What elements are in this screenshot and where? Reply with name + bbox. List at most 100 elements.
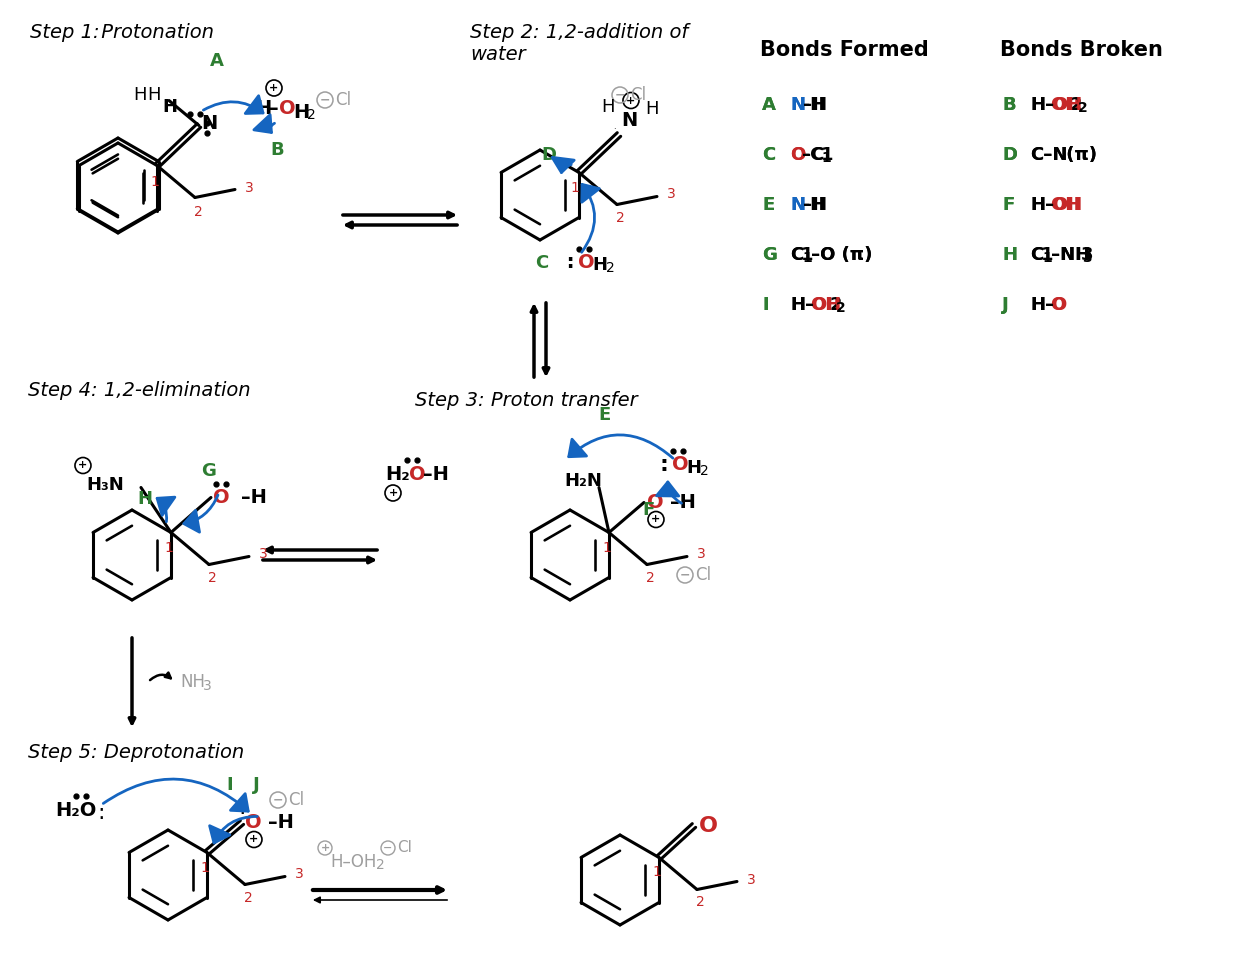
Text: B: B: [1002, 96, 1016, 114]
Text: H₂N: H₂N: [564, 472, 602, 491]
Text: Bonds Broken: Bonds Broken: [1000, 40, 1162, 60]
Text: Step 1:: Step 1:: [30, 22, 100, 42]
Text: E: E: [598, 406, 611, 424]
Text: H–: H–: [1030, 296, 1054, 314]
Text: N: N: [790, 196, 805, 214]
Text: C: C: [534, 253, 548, 272]
Text: 2: 2: [376, 858, 385, 872]
Text: 3: 3: [204, 679, 212, 693]
Text: :: :: [238, 799, 246, 818]
Text: :: :: [560, 253, 575, 272]
Text: –O (π): –O (π): [811, 246, 872, 264]
Text: 1: 1: [1041, 251, 1051, 265]
Text: H: H: [148, 86, 160, 103]
Text: −: −: [384, 843, 392, 853]
Text: O: O: [673, 456, 689, 474]
Text: Protonation: Protonation: [95, 22, 213, 42]
Text: –H: –H: [670, 493, 696, 512]
Text: Step 5: Deprotonation: Step 5: Deprotonation: [28, 742, 244, 762]
Text: 1: 1: [570, 181, 580, 196]
Text: Step 3: Proton transfer: Step 3: Proton transfer: [415, 391, 638, 409]
Text: 2: 2: [194, 205, 202, 218]
Text: A: A: [763, 96, 776, 114]
Text: O: O: [1051, 296, 1066, 314]
Text: 3: 3: [697, 547, 706, 561]
Text: 1: 1: [802, 251, 812, 265]
Text: O: O: [246, 813, 262, 832]
Text: A: A: [763, 96, 776, 114]
Text: −: −: [615, 89, 626, 101]
Text: H: H: [255, 98, 271, 118]
Text: :: :: [97, 803, 105, 823]
Text: 2: 2: [606, 261, 615, 276]
Text: Cl: Cl: [397, 841, 412, 855]
Text: 2: 2: [835, 301, 845, 315]
Text: C: C: [763, 146, 775, 164]
Text: D: D: [1002, 146, 1017, 164]
Text: –C: –C: [801, 146, 823, 164]
Text: OH: OH: [810, 296, 840, 314]
Text: H–: H–: [1030, 96, 1054, 114]
Text: C: C: [1030, 246, 1043, 264]
Text: H: H: [686, 459, 701, 477]
Text: N: N: [790, 96, 805, 114]
Text: H: H: [601, 97, 615, 116]
Text: J: J: [1002, 296, 1008, 314]
Text: I: I: [227, 775, 233, 794]
Text: G: G: [201, 463, 216, 480]
Text: OH: OH: [1050, 196, 1080, 214]
Text: H–OH: H–OH: [329, 853, 376, 871]
Text: +: +: [249, 835, 259, 844]
Text: C: C: [763, 146, 775, 164]
Text: –O (π): –O (π): [811, 246, 872, 264]
Text: C: C: [1030, 246, 1043, 264]
Text: G: G: [763, 246, 777, 264]
Text: 2: 2: [700, 464, 708, 478]
Text: H: H: [292, 102, 310, 122]
Text: Cl: Cl: [334, 91, 352, 109]
Text: I: I: [763, 296, 769, 314]
Text: 1: 1: [821, 151, 830, 165]
Text: I: I: [763, 296, 769, 314]
Text: 2: 2: [645, 571, 654, 584]
Text: Step 2: 1,2-addition of: Step 2: 1,2-addition of: [470, 22, 689, 42]
Text: B: B: [1002, 96, 1016, 114]
Text: 3: 3: [1082, 251, 1092, 265]
Text: −: −: [320, 94, 331, 106]
Text: O: O: [790, 146, 806, 164]
Text: C–N: C–N: [1030, 146, 1067, 164]
Text: H–: H–: [1030, 196, 1054, 214]
Text: –: –: [269, 98, 279, 118]
Text: +: +: [269, 83, 279, 93]
Text: Step 4: 1,2-elimination: Step 4: 1,2-elimination: [28, 381, 251, 399]
Text: 2: 2: [1079, 101, 1087, 115]
Text: 3: 3: [295, 868, 304, 881]
Text: O: O: [1050, 296, 1065, 314]
Text: 2: 2: [207, 571, 216, 584]
Text: 1: 1: [1040, 246, 1053, 264]
Text: 1: 1: [602, 541, 611, 554]
Text: .: .: [613, 122, 616, 131]
Text: F: F: [1002, 196, 1014, 214]
Text: O: O: [213, 488, 230, 507]
Text: N: N: [790, 96, 805, 114]
Text: C–N: C–N: [1030, 146, 1067, 164]
Text: OH: OH: [1050, 96, 1080, 114]
Text: J: J: [253, 775, 259, 794]
Text: F: F: [1002, 196, 1014, 214]
Text: Cl: Cl: [631, 86, 647, 104]
Text: B: B: [270, 141, 284, 159]
Text: N: N: [621, 111, 637, 130]
Text: D: D: [542, 145, 557, 164]
Text: –H: –H: [241, 488, 267, 507]
Text: +: +: [389, 488, 397, 498]
Text: H₃N: H₃N: [86, 475, 123, 494]
Text: O: O: [408, 466, 426, 484]
Text: H–: H–: [1030, 196, 1054, 214]
Text: 1: 1: [164, 541, 174, 554]
Text: OH: OH: [1053, 96, 1082, 114]
Text: –NH: –NH: [1051, 246, 1090, 264]
Text: −: −: [680, 569, 690, 581]
Text: C: C: [790, 246, 803, 264]
Text: H: H: [645, 99, 659, 118]
